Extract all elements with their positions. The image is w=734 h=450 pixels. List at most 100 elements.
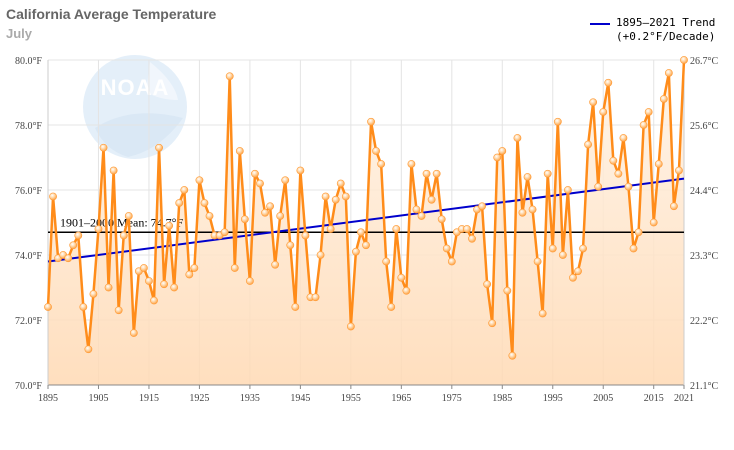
data-point [675,166,683,175]
data-point [79,303,88,311]
data-point [639,121,648,129]
data-point [493,153,502,162]
data-point [145,277,153,285]
data-point [579,244,587,253]
data-point [99,143,108,152]
data-point [69,241,78,250]
data-point [604,78,613,87]
data-point [543,169,552,178]
data-point [528,205,537,214]
data-point [256,179,264,188]
data-point [281,176,290,185]
legend-trend-line2: (+0.2°F/Decade) [616,30,716,43]
data-point [301,231,310,240]
data-point [609,156,618,165]
data-point [170,283,179,292]
data-point [569,273,577,282]
data-point [94,225,103,233]
data-point [367,117,375,126]
chart-title: California Average Temperature [6,6,217,22]
data-point [64,254,73,263]
data-point [261,208,269,217]
data-point [624,182,633,191]
x-tick-label: 1955 [341,393,361,404]
data-point [291,303,300,311]
data-point [311,293,320,302]
x-tick-label: 2021 [674,393,694,404]
data-point [629,244,638,253]
data-point [235,147,244,155]
data-point [417,212,426,220]
data-point [533,257,542,266]
x-tick-label: 1935 [240,393,260,404]
data-point [634,228,643,237]
y-tick-label-left: 76.0°F [15,186,42,197]
data-point [240,215,249,224]
y-tick-label-left: 80.0°F [15,56,42,67]
data-point [564,186,572,194]
data-point [44,303,52,311]
data-points [44,56,688,360]
data-point [185,270,194,279]
y-tick-label-right: 22.2°C [690,316,718,327]
data-point [670,202,678,211]
data-point [397,273,406,282]
y-tick-label-right: 23.3°C [690,251,718,262]
data-point [412,205,421,214]
data-point [316,251,325,259]
data-point [392,225,401,233]
data-point [387,303,396,311]
data-point [225,72,234,81]
data-point [523,173,532,181]
data-point [175,199,184,207]
y-tick-label-left: 78.0°F [15,121,42,132]
data-point [558,251,567,259]
data-point [538,309,547,318]
data-point [271,260,280,269]
legend-trend-swatch [590,23,610,25]
data-point [220,228,229,237]
data-point [155,143,163,152]
data-point [659,95,668,103]
data-point [664,69,673,77]
data-point [548,244,557,253]
data-point [447,257,456,266]
x-tick-label: 2015 [644,393,664,404]
x-tick-label: 1995 [543,393,563,404]
data-point [160,280,168,289]
x-tick-label: 1945 [290,393,310,404]
y-tick-label-left: 74.0°F [15,251,42,262]
data-point [432,169,441,178]
data-point [644,108,653,116]
svg-text:NOAA: NOAA [101,75,170,100]
x-tick-label: 1895 [38,393,58,404]
data-point [190,264,199,272]
y-tick-label-right: 25.6°C [690,121,718,132]
data-point [513,134,522,142]
data-point [74,231,83,240]
y-tick-label-left: 72.0°F [15,316,42,327]
data-point [341,192,350,201]
data-point [619,134,628,142]
legend: 1895–2021 Trend (+0.2°F/Decade) [590,16,715,44]
data-point [553,117,562,126]
data-point [89,290,98,298]
data-point [286,241,295,250]
x-tick-label: 1985 [492,393,512,404]
data-point [468,234,476,243]
data-point [251,169,259,178]
data-point [372,147,380,155]
data-point [357,228,365,237]
data-point [109,166,118,175]
data-point [518,208,527,217]
data-point [463,225,471,233]
data-point [246,277,254,285]
legend-trend-line1: 1895–2021 Trend [616,16,716,29]
data-point [498,147,507,155]
data-point [594,182,603,191]
data-point [614,169,623,178]
chart-subtitle: July [6,26,33,41]
data-point [296,166,305,175]
data-point [195,176,204,185]
